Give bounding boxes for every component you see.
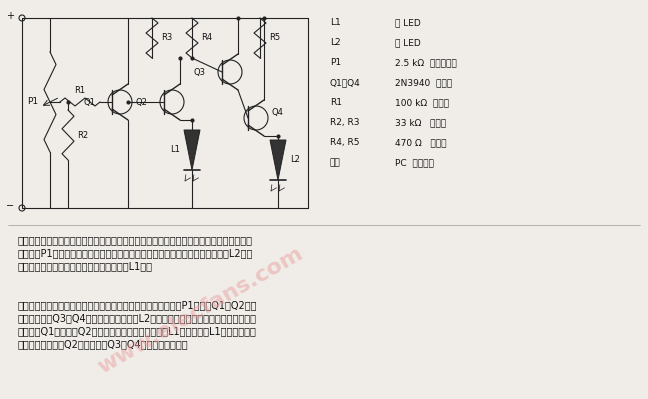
Text: PC  板，线缆: PC 板，线缆 xyxy=(395,158,434,167)
Text: 电路的工作原理如下：当发电机正常工作时，电池电压高，并且P1调定到Q1使Q2截止
的状态，结果Q3和Q4充分导通，于是绻灯L2点亮。如果电池电压低（发电机工作不: 电路的工作原理如下：当发电机正常工作时，电池电压高，并且P1调定到Q1使Q2截止… xyxy=(18,300,257,350)
Text: P1: P1 xyxy=(27,97,38,107)
Text: R2: R2 xyxy=(77,130,88,140)
Text: Q1: Q1 xyxy=(83,97,95,107)
Text: R4, R5: R4, R5 xyxy=(330,138,360,147)
Text: 其他: 其他 xyxy=(330,158,341,167)
Text: 2N3940  晶体管: 2N3940 晶体管 xyxy=(395,78,452,87)
Text: Q1～Q4: Q1～Q4 xyxy=(330,78,361,87)
Text: L2: L2 xyxy=(290,156,300,164)
Text: Q2: Q2 xyxy=(135,97,147,107)
Text: www.elecfans.com: www.elecfans.com xyxy=(94,243,306,377)
Text: 33 kΩ   电阱器: 33 kΩ 电阱器 xyxy=(395,118,446,127)
Polygon shape xyxy=(184,130,200,170)
Text: L1: L1 xyxy=(330,18,341,27)
Text: −: − xyxy=(6,201,14,211)
Text: R1: R1 xyxy=(75,86,86,95)
Text: R1: R1 xyxy=(330,98,342,107)
Text: R3: R3 xyxy=(161,34,172,43)
Text: L1: L1 xyxy=(170,146,180,154)
Text: Q4: Q4 xyxy=(271,109,283,117)
Text: 红 LED: 红 LED xyxy=(395,18,421,27)
Polygon shape xyxy=(270,140,286,180)
Text: 绿 LED: 绿 LED xyxy=(395,38,421,47)
Text: P1: P1 xyxy=(330,58,341,67)
Text: 100 kΩ  电阱器: 100 kΩ 电阱器 xyxy=(395,98,449,107)
Text: 该监视器是一个简单的电压比较器，其中汽车电池用作工作电源。该比较器的输入电压由可
调电位器P1设定，其调定値必须满足：当交流发电机正常工作时绻色发光二极管L2亮: 该监视器是一个简单的电压比较器，其中汽车电池用作工作电源。该比较器的输入电压由可… xyxy=(18,235,253,271)
Text: R5: R5 xyxy=(269,34,280,43)
Text: L2: L2 xyxy=(330,38,341,47)
Text: 470 Ω   电阱器: 470 Ω 电阱器 xyxy=(395,138,446,147)
Text: R4: R4 xyxy=(201,34,212,43)
Text: Q3: Q3 xyxy=(193,67,205,77)
Text: 2.5 kΩ  微调电阱器: 2.5 kΩ 微调电阱器 xyxy=(395,58,457,67)
Text: R2, R3: R2, R3 xyxy=(330,118,360,127)
Text: +: + xyxy=(6,11,14,21)
